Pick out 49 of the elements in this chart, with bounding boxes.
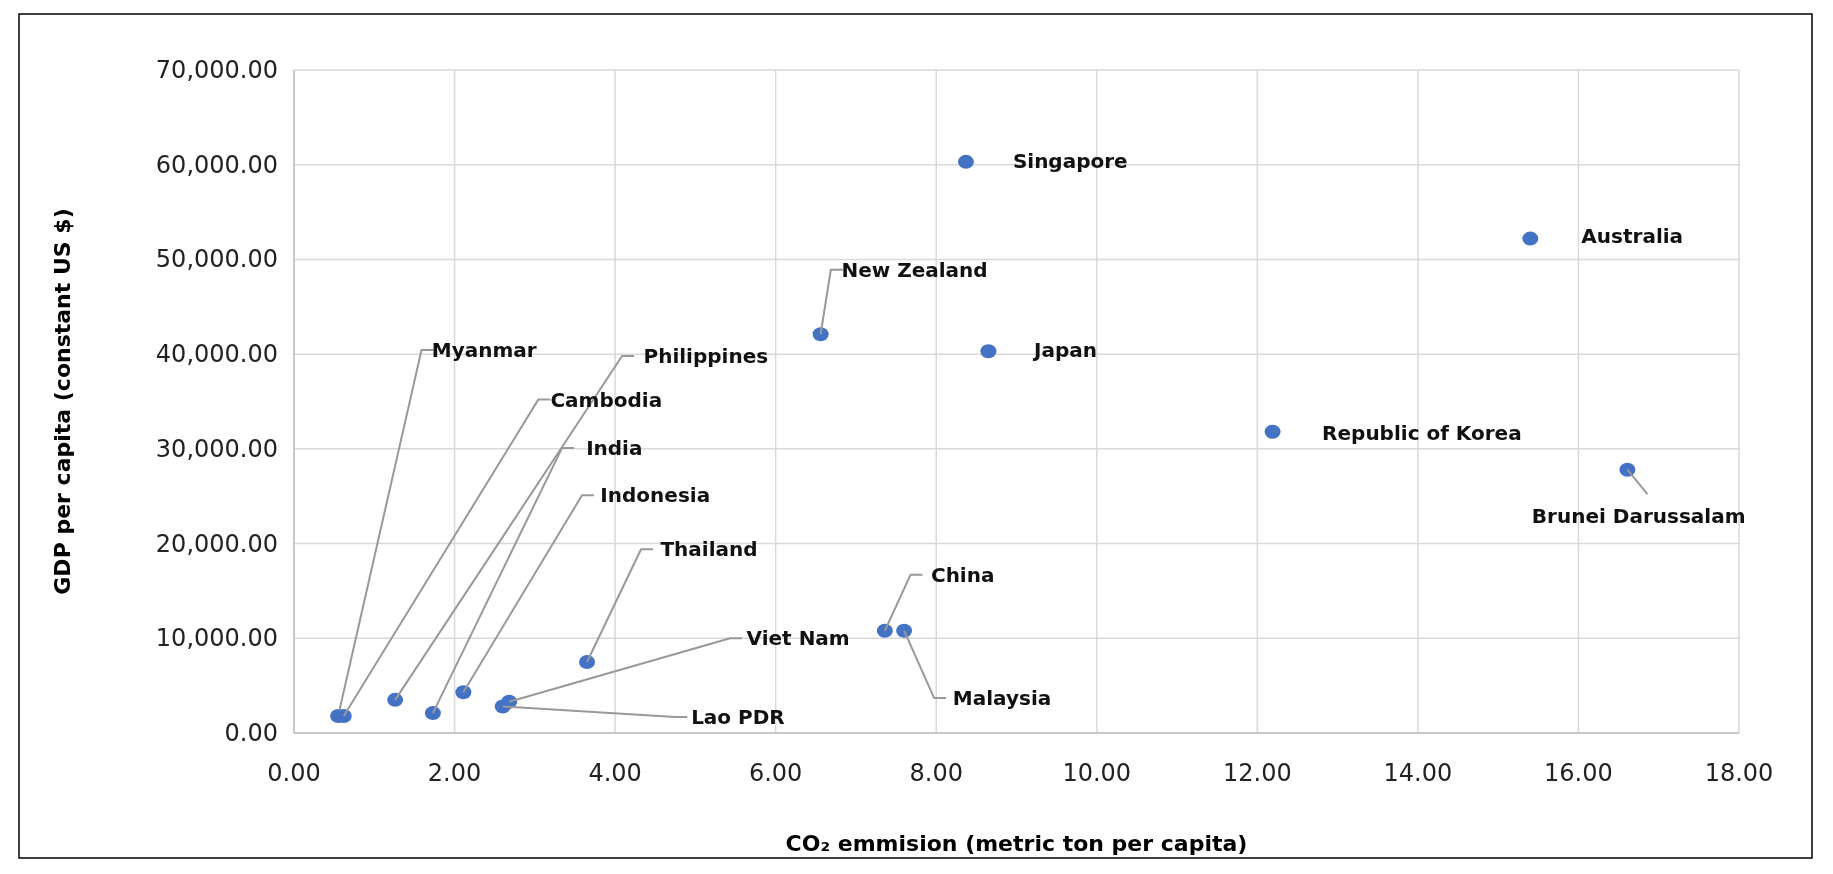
y-tick-label: 0.00 [224, 719, 278, 747]
text: Cambodia [550, 387, 663, 412]
x-tick-label: 6.00 [748, 759, 803, 787]
x-tick-label: 14.00 [1383, 759, 1453, 787]
text: Australia [1581, 223, 1684, 248]
x-tick-label: 8.00 [909, 759, 963, 787]
y-tick-label: 20,000.00 [155, 529, 278, 558]
x-tick-label: 10.00 [1062, 759, 1132, 787]
point [387, 692, 404, 707]
point [1619, 462, 1636, 477]
point [896, 623, 913, 638]
point [579, 654, 596, 669]
series-label: Singapore [1012, 148, 1128, 173]
point [957, 154, 974, 169]
x-tick-label: 0.00 [267, 759, 321, 787]
point [424, 706, 441, 721]
x-tick-label: 16.00 [1544, 759, 1613, 787]
text: Brunei Darussalam [1531, 504, 1746, 529]
text: Indonesia [600, 483, 711, 508]
text: Myanmar [431, 337, 537, 362]
y-tick-label: 50,000.00 [155, 245, 278, 274]
y-tick-label: 70,000.00 [155, 56, 278, 84]
y-tick-label: 30,000.00 [155, 434, 278, 463]
text: New Zealand [841, 257, 988, 282]
x-axis-title: CO₂ emmision (metric ton per capita) [785, 831, 1248, 856]
y-axis-title: GDP per capita (constant US $) [50, 208, 75, 595]
text: Philippines [643, 344, 769, 369]
series-label: Japan [1031, 338, 1097, 363]
text: Viet Nam [746, 626, 850, 651]
text: China [930, 562, 995, 587]
y-tick-label: 60,000.00 [155, 150, 278, 179]
y-tick-label: 40,000.00 [155, 340, 278, 369]
text: Thailand [660, 537, 758, 562]
x-tick-label: 18.00 [1704, 759, 1774, 787]
text: Lao PDR [691, 704, 785, 729]
text: India [586, 435, 643, 460]
point [812, 327, 829, 342]
point [335, 708, 352, 723]
x-tick-label: 2.00 [427, 759, 482, 787]
x-tick-label: 12.00 [1222, 759, 1292, 787]
point [876, 623, 893, 638]
x-tick-label: 4.00 [588, 759, 642, 787]
point [1264, 424, 1281, 439]
point [455, 685, 472, 700]
text: Republic of Korea [1322, 420, 1522, 445]
point [1522, 231, 1539, 246]
y-tick-label: 10,000.00 [155, 624, 278, 653]
text: Malaysia [952, 685, 1052, 710]
point [980, 344, 997, 359]
